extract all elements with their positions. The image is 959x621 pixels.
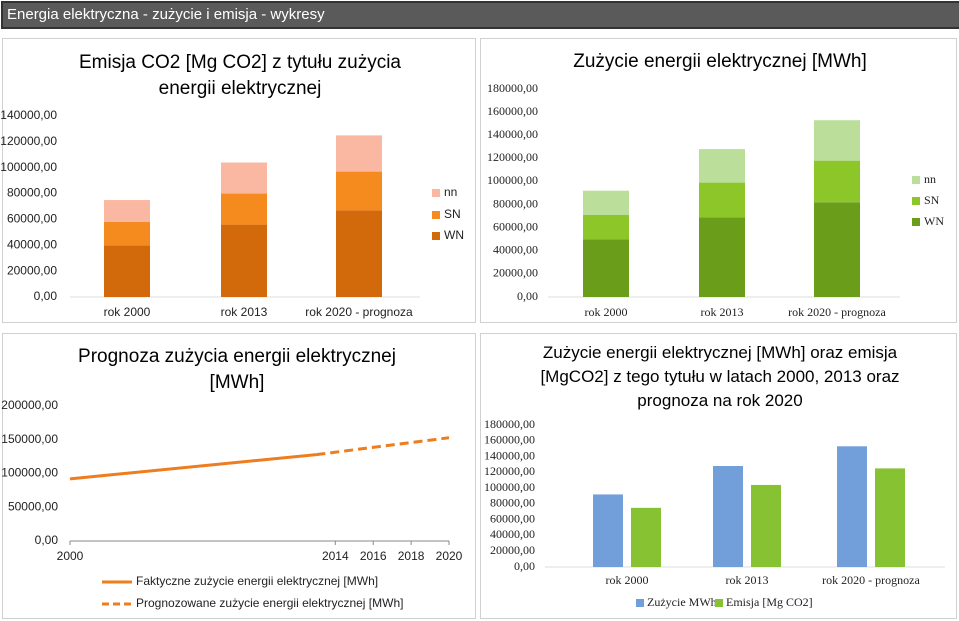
bar-segment	[336, 135, 382, 172]
y-tick-label: 150000,00	[1, 432, 58, 446]
bar-segment	[336, 171, 382, 211]
bar-segment	[814, 160, 860, 203]
y-tick-label: 20000,00	[7, 263, 57, 277]
x-tick-label: 2000	[57, 549, 84, 563]
y-tick-label: 120000,00	[484, 464, 535, 478]
bar	[631, 507, 661, 567]
legend-swatch	[636, 599, 644, 607]
chart-title: Zużycie energii elektrycznej [MWh] oraz …	[540, 343, 900, 410]
y-tick-label: 120000,00	[487, 150, 538, 164]
legend-swatch	[912, 218, 920, 226]
legend-label: Faktyczne zużycie energii elektrycznej […	[136, 574, 378, 588]
x-tick-label: rok 2020 - prognoza	[788, 305, 886, 319]
legend-label: WN	[444, 228, 464, 242]
bar	[713, 466, 743, 567]
y-tick-label: 60000,00	[493, 219, 538, 233]
line	[316, 436, 450, 457]
x-tick-label: rok 2020 - prognoza	[822, 573, 920, 587]
y-tick-label: 200000,00	[1, 398, 58, 412]
bar-segment	[583, 239, 629, 297]
y-tick-label: 0,00	[35, 533, 59, 547]
header: Energia elektryczna - zużycie i emisja -…	[1, 1, 959, 29]
legend-label: Zużycie MWh	[647, 595, 717, 609]
bar-segment	[814, 120, 860, 161]
x-tick-label: rok 2013	[221, 305, 268, 319]
y-tick-label: 100000,00	[487, 173, 538, 187]
legend-label: Emisja [Mg CO2]	[726, 595, 813, 609]
chart-title: Prognoza zużycia energii elektrycznej [M…	[78, 346, 396, 393]
bar	[875, 468, 905, 567]
bar-segment	[221, 162, 267, 194]
legend-label: SN	[924, 193, 940, 207]
legend-label: SN	[444, 207, 461, 221]
y-tick-label: 160000,00	[487, 104, 538, 118]
bar	[593, 494, 623, 567]
y-tick-label: 80000,00	[493, 196, 538, 210]
legend-swatch	[432, 232, 440, 240]
y-tick-label: 80000,00	[7, 186, 57, 200]
legend-swatch	[715, 599, 723, 607]
bar-segment	[583, 190, 629, 215]
y-tick-label: 60000,00	[490, 511, 535, 525]
y-tick-label: 180000,00	[487, 81, 538, 95]
x-tick-label: rok 2000	[606, 573, 649, 587]
x-tick-label: rok 2000	[585, 305, 628, 319]
bar	[751, 484, 781, 567]
y-tick-label: 120000,00	[0, 134, 57, 148]
y-tick-label: 40000,00	[490, 527, 535, 541]
y-tick-label: 100000,00	[0, 160, 57, 174]
y-tick-label: 0,00	[517, 289, 538, 303]
legend-swatch	[432, 189, 440, 197]
y-tick-label: 140000,00	[487, 127, 538, 141]
legend-label: nn	[444, 185, 457, 199]
y-tick-label: 60000,00	[7, 212, 57, 226]
legend-swatch	[432, 211, 440, 219]
y-tick-label: 100000,00	[484, 480, 535, 494]
x-tick-label: rok 2013	[726, 573, 769, 587]
legend-swatch	[912, 176, 920, 184]
y-tick-label: 0,00	[34, 289, 58, 303]
bar-segment	[699, 217, 745, 297]
bar-segment	[699, 149, 745, 183]
y-tick-label: 80000,00	[490, 496, 535, 510]
x-tick-label: rok 2000	[104, 305, 151, 319]
x-tick-label: rok 2013	[701, 305, 744, 319]
y-tick-label: 140000,00	[484, 448, 535, 462]
y-tick-label: 140000,00	[0, 108, 57, 122]
legend-label: Prognozowane zużycie energii elektryczne…	[136, 596, 403, 610]
legend-swatch	[912, 197, 920, 205]
bar	[837, 446, 867, 567]
x-tick-label: 2014	[322, 549, 349, 563]
bar-segment	[699, 182, 745, 218]
y-tick-label: 20000,00	[490, 543, 535, 557]
bar-segment	[583, 214, 629, 240]
bar-segment	[104, 200, 150, 223]
bar-segment	[336, 210, 382, 297]
x-tick-label: 2020	[436, 549, 463, 563]
bar-segment	[104, 245, 150, 297]
y-tick-label: 180000,00	[484, 417, 535, 431]
y-tick-label: 160000,00	[484, 433, 535, 447]
bar-segment	[104, 222, 150, 246]
y-tick-label: 0,00	[514, 559, 535, 573]
panel	[2, 333, 476, 619]
y-tick-label: 40000,00	[493, 243, 538, 257]
x-tick-label: 2016	[360, 549, 387, 563]
bar-segment	[221, 193, 267, 225]
x-tick-label: rok 2020 - prognoza	[305, 305, 413, 319]
y-tick-label: 40000,00	[7, 237, 57, 251]
chart-title: Zużycie energii elektrycznej [MWh]	[573, 51, 867, 72]
y-tick-label: 100000,00	[1, 466, 58, 480]
x-tick-label: 2018	[398, 549, 425, 563]
legend-label: nn	[924, 172, 936, 186]
legend-label: WN	[924, 214, 944, 228]
y-tick-label: 50000,00	[8, 499, 58, 513]
line	[69, 453, 317, 481]
chart-title: Emisja CO2 [Mg CO2] z tytułu zużycia ene…	[78, 52, 402, 99]
bar-segment	[814, 202, 860, 297]
bar-segment	[221, 224, 267, 297]
y-tick-label: 20000,00	[493, 266, 538, 280]
